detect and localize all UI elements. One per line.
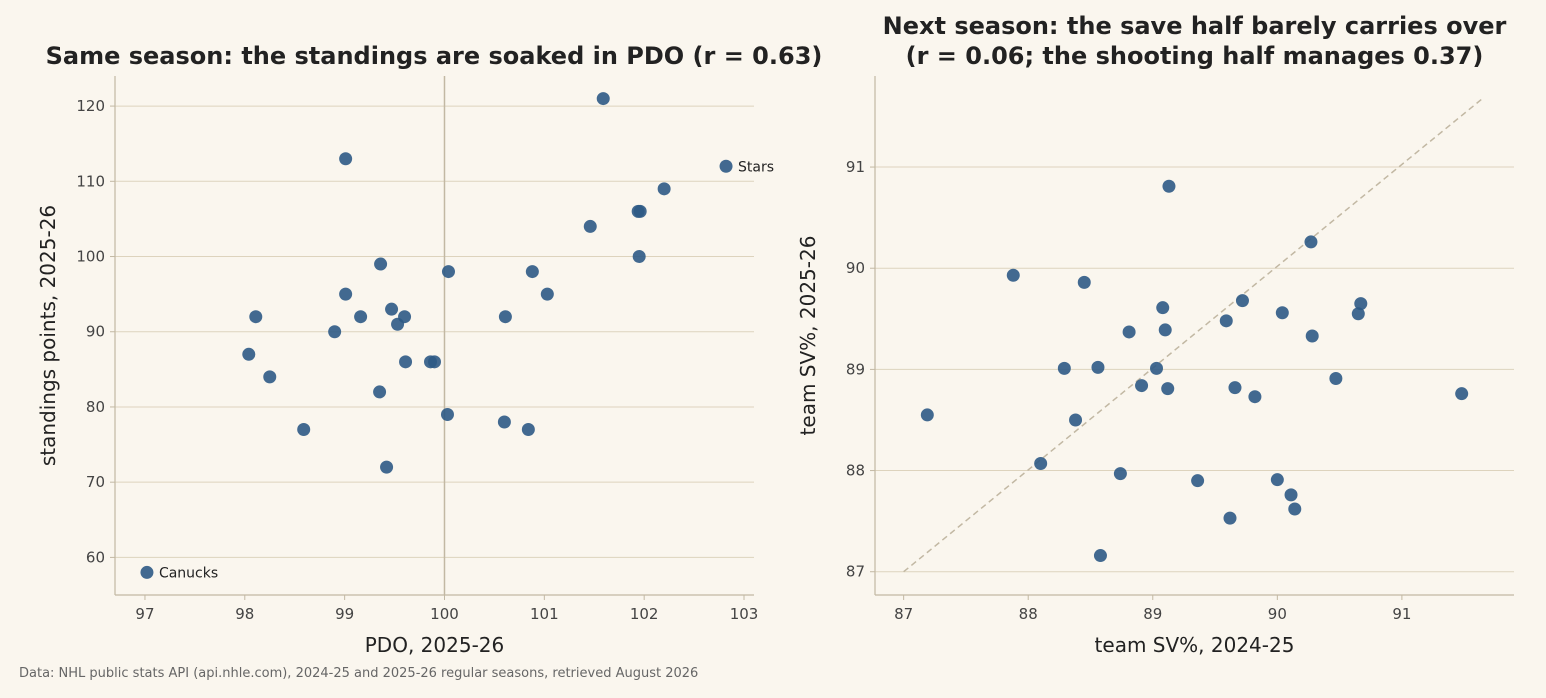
data-point <box>1034 456 1048 470</box>
data-point <box>1162 179 1176 193</box>
data-point <box>1161 382 1175 396</box>
y-tick-label: 89 <box>846 360 865 378</box>
data-point <box>1455 387 1469 401</box>
data-point <box>1006 268 1020 282</box>
data-point <box>1150 361 1164 375</box>
data-point <box>1351 307 1365 321</box>
x-tick-label: 87 <box>894 605 913 623</box>
data-point <box>399 355 413 369</box>
data-point <box>249 310 263 324</box>
y-tick-label: 91 <box>846 158 865 176</box>
data-point <box>1057 361 1071 375</box>
data-point <box>441 265 455 279</box>
data-point <box>398 310 412 324</box>
data-point <box>242 347 256 361</box>
y-tick-label: 90 <box>86 323 105 341</box>
data-point <box>1122 325 1136 339</box>
y-axis-label: team SV%, 2025-26 <box>796 236 820 436</box>
data-point <box>540 287 554 301</box>
data-point <box>1235 294 1249 308</box>
x-tick-label: 100 <box>430 605 459 623</box>
data-point <box>380 460 394 474</box>
data-point <box>1191 474 1205 488</box>
chart-title: Next season: the save half barely carrie… <box>883 12 1507 40</box>
data-point <box>328 325 342 339</box>
data-point <box>1305 329 1319 343</box>
x-tick-label: 101 <box>530 605 559 623</box>
point-label-stars: Stars <box>738 159 774 175</box>
chart-panel-1: 97 98 99 100 101 102 103 60 70 80 90 100 110 120 PDO, … <box>36 42 822 657</box>
x-tick-label: 91 <box>1392 605 1411 623</box>
x-axis-label: team SV%, 2024-25 <box>1095 633 1295 657</box>
chart-panel-2: 87 88 89 90 91 87 88 89 90 91 team SV%, 2024-25 tea… <box>796 12 1514 657</box>
data-point <box>1288 502 1302 516</box>
data-point <box>339 152 353 166</box>
data-point <box>657 182 671 196</box>
data-point <box>1156 301 1170 315</box>
data-point <box>1284 488 1298 502</box>
data-point <box>1223 511 1237 525</box>
data-point <box>1304 235 1318 249</box>
data-point <box>1158 323 1172 337</box>
x-tick-label: 99 <box>335 605 354 623</box>
data-point <box>1270 473 1284 487</box>
data-point <box>385 302 399 316</box>
x-tick-label: 103 <box>730 605 759 623</box>
data-point <box>596 92 610 106</box>
data-point <box>583 219 597 233</box>
data-point <box>1113 467 1127 481</box>
data-point <box>498 310 512 324</box>
data-point <box>354 310 368 324</box>
y-axis-label: standings points, 2025-26 <box>36 205 60 466</box>
data-point <box>1091 360 1105 374</box>
data-point <box>1135 379 1149 393</box>
y-tick-label: 60 <box>86 548 105 566</box>
x-tick-label: 102 <box>630 605 659 623</box>
x-tick-label: 89 <box>1143 605 1162 623</box>
x-axis-label: PDO, 2025-26 <box>365 633 504 657</box>
data-point <box>1077 275 1091 289</box>
y-tick-label: 87 <box>846 563 865 581</box>
data-point <box>263 370 277 384</box>
y-tick-label: 70 <box>86 473 105 491</box>
data-point <box>1219 314 1233 328</box>
data-point <box>440 407 454 421</box>
data-point <box>920 408 934 422</box>
data-point <box>373 385 387 399</box>
x-tick-label: 97 <box>135 605 154 623</box>
x-tick-label: 98 <box>235 605 254 623</box>
data-point <box>1093 549 1107 563</box>
chart-title: Same season: the standings are soaked in… <box>46 42 823 70</box>
data-point <box>521 423 535 437</box>
chart-title: (r = 0.06; the shooting half manages 0.3… <box>906 42 1484 70</box>
data-point <box>1248 390 1262 404</box>
data-point <box>632 250 646 264</box>
reference-line-diagonal <box>903 97 1484 573</box>
data-point <box>525 265 539 279</box>
data-point <box>428 355 441 369</box>
data-point <box>374 257 388 271</box>
data-point <box>719 159 733 173</box>
y-tick-label: 110 <box>76 172 105 190</box>
data-point <box>140 565 154 579</box>
data-point <box>1354 297 1368 311</box>
point-label-canucks: Canucks <box>159 565 218 581</box>
data-point <box>1329 371 1343 385</box>
y-tick-label: 100 <box>76 248 105 266</box>
data-point <box>1275 306 1289 320</box>
data-point <box>297 423 311 437</box>
data-point <box>1228 381 1242 395</box>
data-point <box>1069 413 1083 427</box>
y-tick-label: 80 <box>86 398 105 416</box>
data-point <box>339 287 353 301</box>
x-tick-label: 88 <box>1019 605 1038 623</box>
y-tick-label: 88 <box>846 462 865 480</box>
data-point <box>633 204 647 218</box>
y-tick-label: 90 <box>846 259 865 277</box>
data-source-footer: Data: NHL public stats API (api.nhle.com… <box>19 666 698 681</box>
y-tick-label: 120 <box>76 97 105 115</box>
x-tick-label: 90 <box>1268 605 1287 623</box>
data-point <box>497 415 511 429</box>
